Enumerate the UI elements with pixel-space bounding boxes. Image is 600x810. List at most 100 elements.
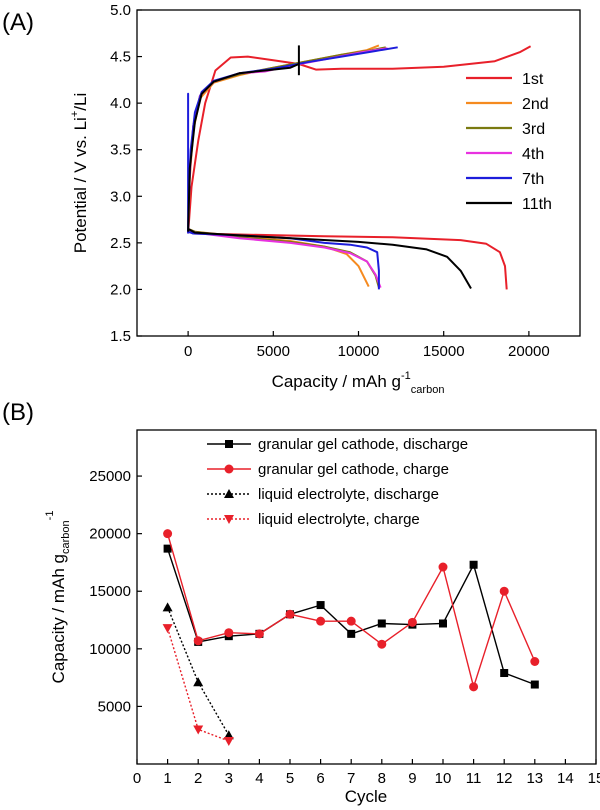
panel-b-series-line-0	[166, 548, 536, 686]
panel-b-series-1-point	[346, 616, 356, 626]
panel-a-y-tick-label: 4.0	[110, 95, 131, 112]
panel-b-series-1-point	[469, 682, 479, 692]
panel-b-x-tick-label: 0	[133, 770, 141, 787]
panel-a-xlabel-sup: -1	[401, 370, 411, 382]
panel-a-legend-label: 7th	[522, 171, 544, 188]
panel-a-x-tick-label: 5000	[257, 343, 290, 360]
panel-a-legend-label: 1st	[522, 71, 544, 88]
panel-a-x-ticks: 0 5000 10000 15000 20000	[184, 331, 550, 360]
panel-b-series-1-point	[163, 529, 173, 539]
panel-a-series-3rd-charge	[187, 46, 387, 232]
panel-b-y-axis-title: Capacity / mAh gcarbon -1	[44, 511, 72, 684]
panel-b-x-tick-label: 6	[316, 770, 324, 787]
panel-b-series-2-point	[162, 602, 173, 612]
panel-b-series-0-point	[347, 629, 356, 638]
panel-b-y-ticks: 5000 10000 15000 20000 25000	[89, 468, 142, 715]
panel-b-legend-marker	[224, 464, 234, 474]
panel-a-y-tick-label: 3.5	[110, 142, 131, 159]
panel-b-x-tick-label: 14	[557, 770, 574, 787]
panel-a-series-2nd-charge	[187, 44, 380, 232]
panel-b-series-line-2	[166, 607, 230, 736]
panel-a-legend-label: 3rd	[522, 121, 545, 138]
panel-b-x-tick-label: 2	[194, 770, 202, 787]
panel-b-y-tick-label: 5000	[98, 698, 131, 715]
panel-b-y-tick-label: 20000	[89, 526, 131, 543]
panel-b-y-tick-label: 10000	[89, 641, 131, 658]
panel-b-series-3-point	[162, 624, 173, 634]
panel-b-label: (B)	[2, 399, 34, 426]
panel-b-x-tick-label: 1	[163, 770, 171, 787]
panel-b-y-tick-label: 15000	[89, 583, 131, 600]
panel-a-y-tick-label: 3.0	[110, 188, 131, 205]
panel-b-x-tick-label: 4	[255, 770, 263, 787]
panel-b-x-tick-label: 7	[347, 770, 355, 787]
panel-a-xlabel-sub: carbon	[411, 384, 445, 396]
panel-a-ylabel-sup: +	[69, 111, 81, 117]
panel-b-series-2-point	[193, 677, 204, 687]
panel-b-x-axis-title: Cycle	[345, 787, 388, 806]
panel-b-legend-marker	[224, 489, 234, 498]
panel-b-ylabel-sup: -1	[44, 511, 56, 521]
panel-b-series-line-1	[166, 533, 536, 690]
panel-b-ylabel-main: Capacity / mAh g	[49, 554, 68, 683]
panel-a-label: (A)	[2, 9, 34, 36]
panel-b-x-tick-label: 8	[378, 770, 386, 787]
panel-a-plot-frame	[136, 9, 581, 337]
panel-b-series-1-point	[285, 609, 295, 619]
panel-a-y-ticks: 1.5 2.0 2.5 3.0 3.5 4.0 4.5 5.0	[110, 2, 142, 345]
panel-a-series	[187, 44, 532, 290]
panel-a-x-tick-label: 15000	[423, 343, 465, 360]
panel-b-x-tick-label: 10	[435, 770, 452, 787]
panel-a-y-axis-title: Potential / V vs. Li+/Li	[69, 93, 90, 253]
panel-b-series-1-point	[254, 629, 264, 639]
panel-b-series-1-point	[407, 617, 417, 627]
panel-a-y-tick-label: 2.5	[110, 235, 131, 252]
panel-b-x-tick-label: 12	[496, 770, 513, 787]
panel-b-series-0-point	[500, 669, 509, 678]
panel-b-ylabel-sub: carbon	[60, 520, 72, 554]
panel-a-ylabel-main: Potential / V vs. Li	[71, 117, 90, 253]
panel-b-series-3-point	[193, 725, 204, 735]
panel-b-series-0-point	[469, 560, 478, 569]
panel-b-series-0-point	[530, 680, 539, 689]
panel-b-series-1-point	[530, 656, 540, 666]
panel-a-y-tick-label: 5.0	[110, 2, 131, 19]
panel-a-legend: 1st 2nd 3rd 4th 7th 11th	[466, 71, 552, 213]
panel-a-y-tick-label: 4.5	[110, 49, 131, 66]
panel-b-plot-frame	[136, 429, 597, 765]
panel-a-ylabel-suffix: /Li	[71, 93, 90, 111]
panel-b-series-1-point	[377, 639, 387, 649]
panel-a-x-axis-title: Capacity / mAh g-1carbon	[272, 370, 445, 396]
panel-b-series-0-point	[439, 619, 447, 628]
panel-a-series-11th-charge	[187, 63, 300, 232]
panel-b-legend-label: liquid electrolyte, discharge	[258, 486, 439, 503]
panel-a-legend-label: 11th	[522, 196, 552, 213]
panel-a-series-7th-charge	[187, 46, 398, 234]
panel-a-y-tick-label: 2.0	[110, 281, 131, 298]
panel-b-x-tick-label: 11	[466, 770, 482, 787]
panel-b-x-tick-label: 13	[526, 770, 543, 787]
panel-b-series-1-point	[499, 586, 509, 596]
panel-b-legend-marker	[224, 515, 234, 524]
panel-a: (A) 0 5000 10000 15000 20000 1.5 2.0 2.5 3.0 3.5…	[2, 2, 581, 396]
panel-b-series-1-point	[438, 562, 448, 572]
panel-b-series-0-point	[163, 544, 172, 553]
panel-b-x-tick-label: 3	[225, 770, 233, 787]
panel-a-xlabel-main: Capacity / mAh g	[272, 372, 401, 391]
panel-b-series	[162, 529, 540, 746]
panel-b-legend-label: liquid electrolyte, charge	[258, 511, 420, 528]
panel-b-legend-label: granular gel cathode, discharge	[258, 436, 468, 453]
panel-b-series-3-point	[223, 736, 234, 746]
panel-a-series-4th-charge	[187, 47, 388, 234]
panel-a-x-tick-label: 20000	[508, 343, 550, 360]
panel-b-series-1-point	[316, 616, 326, 626]
panel-b-series-1-point	[224, 628, 234, 638]
panel-a-x-tick-label: 10000	[338, 343, 380, 360]
panel-b-series-0-point	[316, 601, 325, 610]
panel-b-legend-label: granular gel cathode, charge	[258, 461, 449, 478]
panel-b-x-tick-label: 5	[286, 770, 294, 787]
panel-b-x-tick-label: 9	[408, 770, 416, 787]
